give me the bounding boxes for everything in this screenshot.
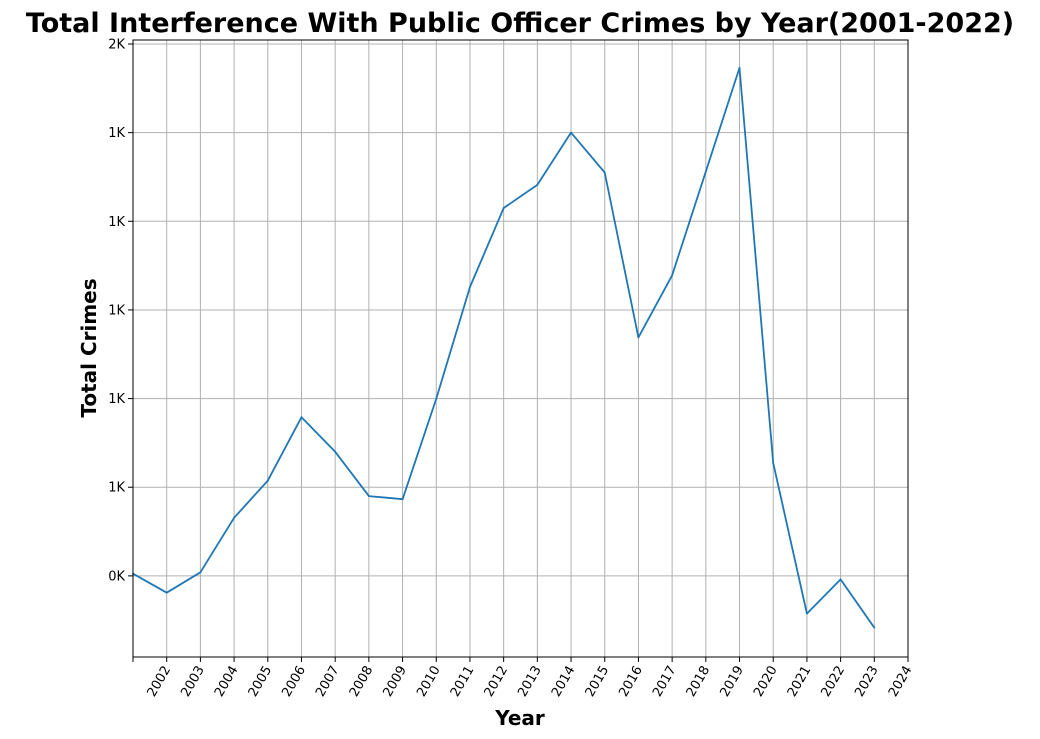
x-tick-label: 2023 (852, 664, 882, 700)
x-tick-label: 2019 (717, 664, 747, 700)
data-point (165, 591, 168, 594)
x-tick-label: 2004 (212, 664, 242, 700)
plot-frame (132, 39, 909, 658)
x-tick-label: 2014 (549, 664, 579, 700)
x-tick-label: 2021 (785, 664, 815, 700)
data-point (806, 612, 808, 615)
data-point (401, 498, 404, 501)
data-point (266, 479, 269, 482)
x-tick-label: 2005 (246, 664, 276, 700)
y-tick-label: 0K (108, 569, 125, 584)
y-tick-label: 1K (108, 126, 125, 141)
x-tick-label: 2007 (313, 664, 343, 700)
axes: 2002 2003 2004 2005 2006 2007 2008 2009 2010 2011… (108, 37, 915, 699)
y-tick-label: 2K (108, 37, 125, 52)
y-tick-label: 1K (108, 303, 125, 318)
y-tick-label: 1K (108, 215, 125, 230)
y-tick-label: 1K (108, 481, 125, 496)
chart-title: Total Interference With Public Officer C… (26, 8, 1014, 39)
x-tick-label: 2013 (515, 664, 545, 700)
x-tick-label: 2002 (145, 664, 175, 700)
data-point (839, 578, 842, 581)
data-point (469, 286, 471, 288)
data-point (873, 626, 876, 629)
data-point (603, 171, 606, 174)
data-layer (132, 67, 876, 629)
x-axis-title: Year (494, 706, 545, 730)
data-point (199, 571, 202, 574)
x-tick-label: 2010 (414, 664, 444, 700)
data-point (570, 131, 572, 134)
data-point (772, 462, 775, 464)
x-tick-label: 2022 (819, 664, 849, 700)
x-tick-label: 2018 (684, 664, 714, 700)
x-tick-label: 2003 (178, 664, 208, 700)
data-point (671, 274, 673, 277)
data-point (435, 397, 438, 400)
data-point (637, 336, 640, 339)
grid (133, 40, 909, 657)
x-tick-label: 2015 (583, 664, 613, 700)
x-tick-label: 2017 (650, 664, 680, 700)
data-point (334, 450, 337, 453)
x-tick-label: 2006 (279, 664, 309, 700)
data-point (233, 516, 236, 519)
x-tick-label: 2016 (616, 664, 646, 700)
x-tick-label: 2012 (482, 664, 512, 700)
data-point (300, 416, 303, 419)
data-point (502, 207, 505, 209)
y-axis-title: Total Crimes (77, 278, 101, 417)
x-tick-label: 2009 (380, 664, 410, 700)
data-point (704, 170, 707, 173)
y-tick-label: 1K (108, 392, 125, 407)
data-point (536, 184, 539, 186)
x-tick-label: 2020 (751, 664, 781, 700)
data-point (738, 67, 741, 69)
x-tick-label: 2008 (347, 664, 377, 700)
data-point (368, 495, 370, 497)
x-tick-label: 2024 (886, 664, 916, 700)
x-tick-label: 2011 (448, 664, 478, 700)
